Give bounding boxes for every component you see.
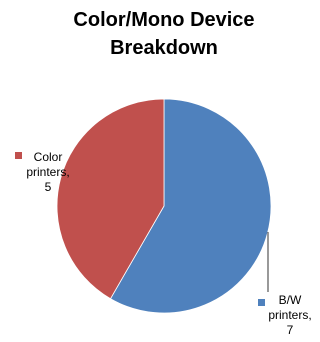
pie-slices — [56, 98, 272, 314]
data-label: printers, — [26, 165, 69, 179]
chart-title: Color/Mono Device Breakdown — [0, 6, 320, 62]
legend-key-color — [15, 152, 22, 159]
legend-key-b-w — [258, 299, 265, 306]
data-label: Color — [34, 150, 63, 164]
chart-title-line-2: Breakdown — [110, 37, 218, 59]
data-label: B/W — [279, 293, 302, 307]
data-label: 5 — [45, 180, 52, 194]
data-label: 7 — [287, 323, 294, 337]
pie-slice-color — [56, 98, 165, 300]
chart-title-line-1: Color/Mono Device — [73, 9, 255, 31]
data-label: printers, — [268, 308, 311, 322]
pie-slice-b-w — [109, 98, 272, 314]
